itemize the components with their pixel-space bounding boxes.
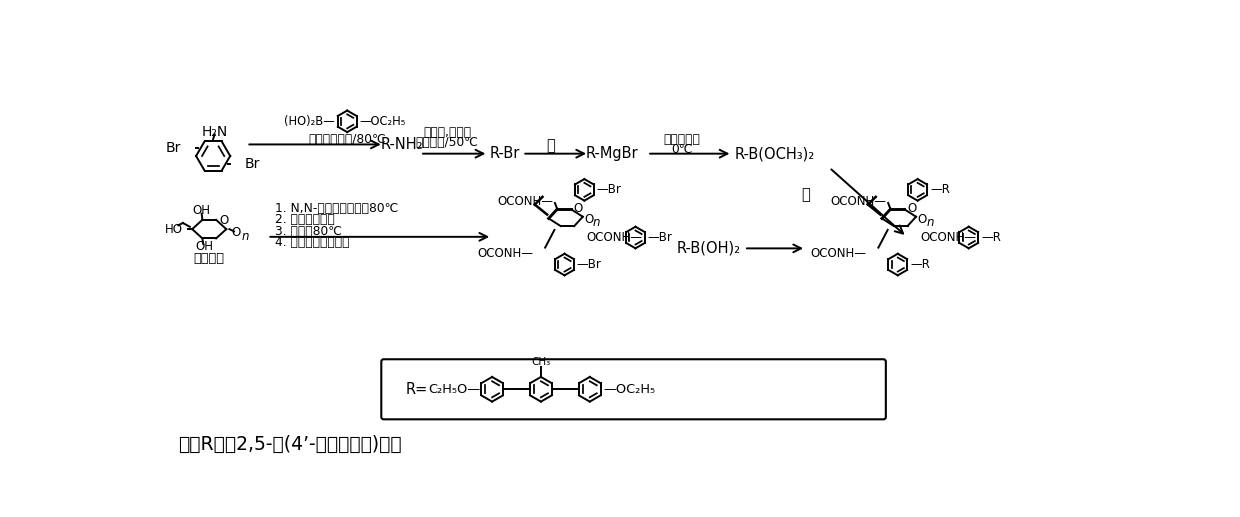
Text: —Br: —Br [596, 184, 621, 196]
Text: OCONH—: OCONH— [587, 231, 642, 244]
Text: OH: OH [192, 204, 210, 217]
Text: Br: Br [246, 158, 260, 172]
Text: CH₃: CH₃ [531, 357, 551, 367]
Text: 直链淀粉: 直链淀粉 [193, 252, 224, 265]
Text: 2. 氯化锂，常温: 2. 氯化锂，常温 [275, 214, 335, 226]
Text: —R: —R [910, 258, 930, 271]
Text: 1. N,N-二甲基乙酰胺，80℃: 1. N,N-二甲基乙酰胺，80℃ [275, 202, 398, 215]
Text: 4. 对溴苯基异氰酸酯: 4. 对溴苯基异氰酸酯 [275, 236, 350, 250]
Text: OCONH—: OCONH— [477, 247, 533, 260]
Text: 3. 吡啶，80℃: 3. 吡啶，80℃ [275, 225, 342, 238]
Text: R-NH₂: R-NH₂ [381, 137, 423, 152]
Text: —OC₂H₅: —OC₂H₅ [604, 383, 656, 396]
Text: O: O [906, 202, 916, 215]
Text: n: n [926, 217, 934, 230]
Text: 其中R是：2,5-二(4’-乙氧基苯基)苯基: 其中R是：2,5-二(4’-乙氧基苯基)苯基 [179, 435, 402, 454]
Text: O: O [584, 212, 594, 225]
Text: n: n [593, 217, 600, 230]
Text: 四三苯基膦钯/80℃: 四三苯基膦钯/80℃ [309, 132, 386, 146]
Text: 水: 水 [801, 187, 811, 202]
Text: —Br: —Br [577, 258, 601, 271]
Text: —R: —R [930, 184, 950, 196]
Text: OCONH—: OCONH— [497, 195, 553, 208]
Text: 镁: 镁 [546, 139, 554, 154]
Text: 浓硫酸,氢溴酸: 浓硫酸,氢溴酸 [423, 126, 471, 139]
Text: 硼酸三甲酯: 硼酸三甲酯 [663, 133, 701, 146]
Text: R-B(OCH₃)₂: R-B(OCH₃)₂ [735, 146, 815, 161]
Text: O: O [918, 212, 926, 225]
Text: OCONH—: OCONH— [831, 195, 887, 208]
Text: (HO)₂B—: (HO)₂B— [284, 115, 335, 128]
Text: R-B(OH)₂: R-B(OH)₂ [677, 241, 742, 256]
Text: HO: HO [165, 223, 184, 236]
Text: —OC₂H₅: —OC₂H₅ [360, 115, 405, 128]
Text: 0℃: 0℃ [671, 143, 693, 156]
Text: OCONH—: OCONH— [920, 231, 976, 244]
FancyBboxPatch shape [382, 359, 885, 419]
Text: O: O [231, 226, 241, 239]
Text: 溴化亚铜/50℃: 溴化亚铜/50℃ [415, 135, 479, 148]
Text: R=: R= [405, 382, 428, 397]
Text: —R: —R [981, 231, 1001, 244]
Text: H₂N: H₂N [202, 125, 228, 139]
Text: OCONH—: OCONH— [811, 247, 867, 260]
Text: OH: OH [195, 240, 213, 253]
Text: Br: Br [166, 141, 181, 155]
Text: R-MgBr: R-MgBr [587, 146, 639, 161]
Text: O: O [574, 202, 583, 215]
Text: n: n [241, 231, 249, 244]
Text: C₂H₅O—: C₂H₅O— [429, 383, 481, 396]
Text: O: O [219, 214, 228, 227]
Text: R-Br: R-Br [490, 146, 521, 161]
Text: —Br: —Br [649, 231, 673, 244]
